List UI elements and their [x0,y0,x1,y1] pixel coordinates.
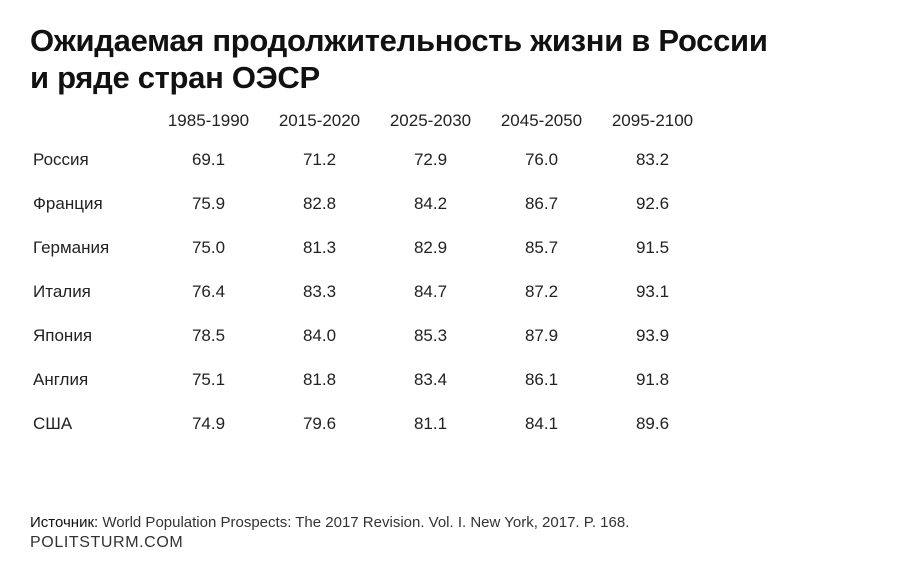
table-cell: 81.1 [413,414,448,433]
table-cell: 85.7 [524,238,559,257]
column-header: 2025-2030 [389,111,472,130]
table-cell: 75.9 [191,194,226,213]
table-cell: 71.2 [302,150,337,169]
source-label: Источник: [30,514,99,531]
site-credit: POLITSTURM.COM [30,534,184,551]
table-cell: 83.3 [302,282,337,301]
table-cell: 87.9 [524,326,559,345]
source-text: World Population Prospects: The 2017 Rev… [98,514,630,531]
row-label: Россия [33,150,89,169]
table-row: Япония 78.5 84.0 85.3 87.9 93.9 [22,314,708,358]
table-cell: 78.5 [191,326,226,345]
table-cell: 72.9 [413,150,448,169]
table-row: США 74.9 79.6 81.1 84.1 89.6 [22,402,708,446]
table-cell: 84.1 [524,414,559,433]
table-cell: 84.7 [413,282,448,301]
table-row: Италия 76.4 83.3 84.7 87.2 93.1 [22,270,708,314]
table-row: Англия 75.1 81.8 83.4 86.1 91.8 [22,358,708,402]
table-cell: 83.4 [413,370,448,389]
table-cell: 83.2 [635,150,670,169]
table-cell: 76.4 [191,282,226,301]
table-cell: 69.1 [191,150,226,169]
table-cell: 86.7 [524,194,559,213]
column-header: 1985-1990 [167,111,250,130]
column-header: 2095-2100 [611,111,694,130]
table-row: Германия 75.0 81.3 82.9 85.7 91.5 [22,226,708,270]
table-cell: 75.1 [191,370,226,389]
row-label: Германия [33,238,110,257]
table-row: Россия 69.1 71.2 72.9 76.0 83.2 [22,138,708,182]
table-cell: 74.9 [191,414,226,433]
table-cell: 91.5 [635,238,670,257]
table-cell: 82.9 [413,238,448,257]
column-header: 2015-2020 [278,111,361,130]
table-cell: 92.6 [635,194,670,213]
chart-title: Ожидаемая продолжительность жизни в Росс… [30,22,850,96]
table-cell: 93.1 [635,282,670,301]
life-expectancy-table: 1985-1990 2015-2020 2025-2030 2045-2050 … [22,104,708,446]
table-cell: 89.6 [635,414,670,433]
table-row: Франция 75.9 82.8 84.2 86.7 92.6 [22,182,708,226]
chart-title-line-2: и ряде стран ОЭСР [30,60,320,95]
row-label: Италия [33,282,91,301]
table-cell: 93.9 [635,326,670,345]
chart-title-line-1: Ожидаемая продолжительность жизни в Росс… [30,23,768,58]
table-cell: 84.0 [302,326,337,345]
row-label: Япония [33,326,93,345]
column-header: 2045-2050 [500,111,583,130]
header-row: 1985-1990 2015-2020 2025-2030 2045-2050 … [22,104,708,138]
table-cell: 85.3 [413,326,448,345]
row-label: Франция [33,194,103,213]
table-cell: 91.8 [635,370,670,389]
table-cell: 82.8 [302,194,337,213]
row-label: Англия [33,370,89,389]
row-label: США [33,414,73,433]
table-cell: 84.2 [413,194,448,213]
table-cell: 81.8 [302,370,337,389]
table-cell: 81.3 [302,238,337,257]
header-corner [22,104,153,138]
table-cell: 86.1 [524,370,559,389]
table-cell: 76.0 [524,150,559,169]
table-cell: 79.6 [302,414,337,433]
table-cell: 75.0 [191,238,226,257]
table-cell: 87.2 [524,282,559,301]
source-note: Источник: World Population Prospects: Th… [30,514,629,531]
